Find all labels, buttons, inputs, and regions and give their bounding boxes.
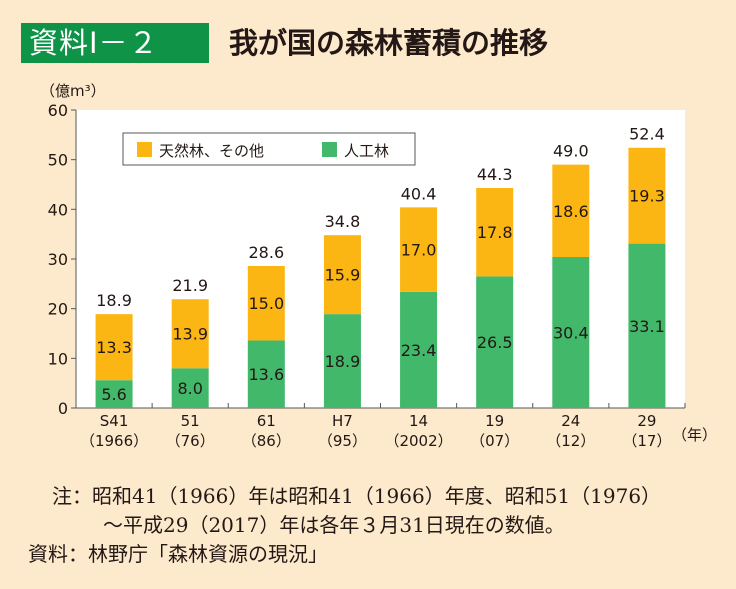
bar-planted bbox=[476, 276, 514, 408]
data-label-planted: 8.0 bbox=[177, 379, 202, 398]
data-label-total: 44.3 bbox=[477, 165, 513, 184]
y-tick-label: 0 bbox=[58, 399, 68, 418]
data-label-natural: 17.0 bbox=[401, 241, 437, 260]
legend: 天然林、その他 人工林 bbox=[122, 132, 416, 166]
bar-natural bbox=[552, 164, 590, 258]
x-tick-label: 24 bbox=[561, 412, 580, 430]
data-label-total: 34.8 bbox=[325, 212, 361, 231]
x-tick-sublabel: （76） bbox=[166, 432, 215, 450]
data-label-planted: 18.9 bbox=[325, 352, 361, 371]
y-tick-label: 30 bbox=[48, 250, 68, 269]
x-tick-label: S41 bbox=[100, 412, 129, 430]
bar-natural bbox=[628, 147, 666, 244]
data-label-total: 49.0 bbox=[553, 142, 589, 161]
bar-planted bbox=[323, 314, 361, 408]
data-label-total: 28.6 bbox=[249, 243, 285, 262]
y-tick-label: 40 bbox=[48, 200, 68, 219]
legend-swatch-natural bbox=[137, 142, 152, 157]
data-label-total: 18.9 bbox=[96, 291, 132, 310]
bar-natural bbox=[95, 314, 133, 381]
data-label-planted: 26.5 bbox=[477, 333, 513, 352]
figure-number-badge: 資料Ⅰ－２ bbox=[21, 23, 209, 63]
x-tick-label: 29 bbox=[637, 412, 656, 430]
data-label-total: 52.4 bbox=[629, 125, 665, 144]
data-label-planted: 5.6 bbox=[101, 385, 126, 404]
data-label-natural: 15.0 bbox=[249, 294, 285, 313]
data-label-natural: 17.8 bbox=[477, 223, 513, 242]
bar-natural bbox=[247, 265, 285, 341]
bar-natural bbox=[323, 235, 361, 315]
legend-label-natural: 天然林、その他 bbox=[159, 142, 264, 160]
legend-box bbox=[122, 132, 416, 166]
bar-natural bbox=[171, 299, 209, 369]
legend-label-planted: 人工林 bbox=[344, 142, 389, 160]
data-label-total: 21.9 bbox=[172, 276, 208, 295]
x-tick-sublabel: （17） bbox=[622, 432, 671, 450]
x-tick-sublabel: （07） bbox=[470, 432, 519, 450]
note-line-1: 注：昭和41（1966）年は昭和41（1966）年度、昭和51（1976） bbox=[52, 484, 662, 508]
x-tick-sublabel: （86） bbox=[242, 432, 291, 450]
source-note: 資料：林野庁「森林資源の現況」 bbox=[28, 542, 328, 566]
bar-planted bbox=[247, 340, 285, 408]
chart-title: 我が国の森林蓄積の推移 bbox=[229, 26, 549, 60]
x-tick-sublabel: （95） bbox=[318, 432, 367, 450]
stacked-bar-chart: （億m³） （年） 0 10 20 30 40 50 60 S41 （1966） 51 （76） 61… bbox=[40, 82, 717, 450]
data-label-natural: 13.9 bbox=[172, 325, 208, 344]
data-label-planted: 13.6 bbox=[249, 365, 285, 384]
bar-planted bbox=[171, 368, 209, 408]
x-tick-label: 51 bbox=[181, 412, 200, 430]
data-label-planted: 33.1 bbox=[629, 317, 665, 336]
x-tick-label: 14 bbox=[409, 412, 428, 430]
bar-natural bbox=[400, 207, 438, 292]
bar-planted bbox=[95, 380, 133, 408]
data-label-planted: 30.4 bbox=[553, 324, 589, 343]
data-label-natural: 18.6 bbox=[553, 202, 589, 221]
x-tick-sublabel: （1966） bbox=[80, 432, 148, 450]
bar-planted bbox=[400, 291, 438, 408]
data-label-natural: 15.9 bbox=[325, 266, 361, 285]
note-line-2: ～平成29（2017）年は各年３月31日現在の数値。 bbox=[103, 513, 565, 537]
bar-natural bbox=[476, 187, 514, 277]
y-tick-label: 50 bbox=[48, 151, 68, 170]
y-tick-label: 20 bbox=[48, 300, 68, 319]
y-tick-label: 10 bbox=[48, 349, 68, 368]
data-label-total: 40.4 bbox=[401, 184, 437, 203]
bar-planted bbox=[552, 257, 590, 408]
x-tick-sublabel: （12） bbox=[546, 432, 595, 450]
legend-swatch-planted bbox=[322, 142, 337, 157]
data-label-natural: 13.3 bbox=[96, 338, 132, 357]
data-label-planted: 23.4 bbox=[401, 341, 437, 360]
x-tick-sublabel: （2002） bbox=[384, 432, 452, 450]
x-tick-label: 19 bbox=[485, 412, 504, 430]
data-label-natural: 19.3 bbox=[629, 187, 665, 206]
x-axis-unit-label: （年） bbox=[672, 426, 717, 444]
x-tick-label: H7 bbox=[332, 412, 353, 430]
x-tick-label: 61 bbox=[257, 412, 276, 430]
bar-planted bbox=[628, 243, 666, 408]
y-axis-unit-label: （億m³） bbox=[40, 82, 106, 100]
y-tick-label: 60 bbox=[48, 101, 68, 120]
